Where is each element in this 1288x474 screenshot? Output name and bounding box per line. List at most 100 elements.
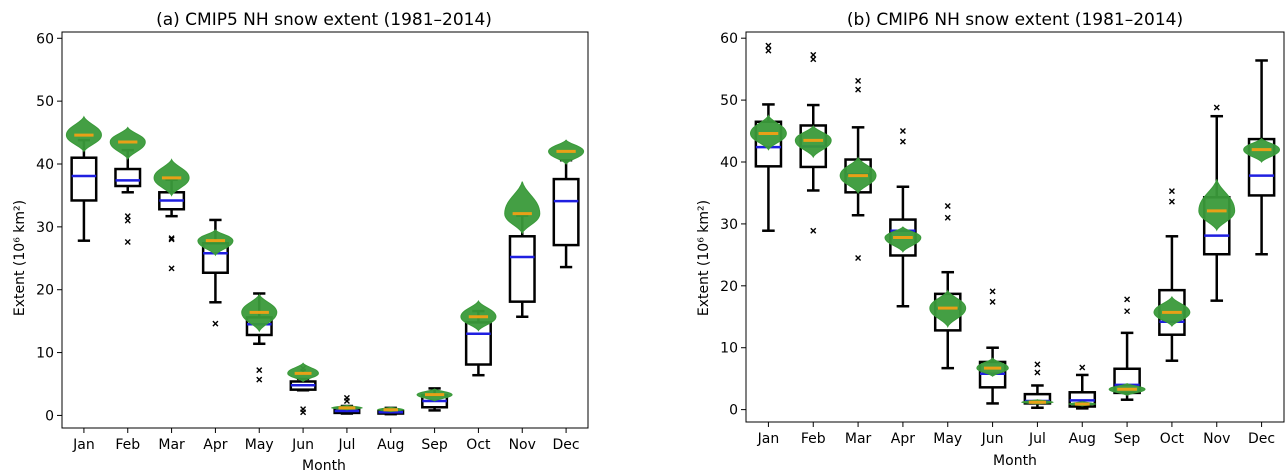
obs-violin-body bbox=[197, 229, 234, 257]
flier-marker bbox=[168, 236, 175, 243]
x-tick-label: Mar bbox=[158, 437, 185, 453]
y-axis-label: Extent (10⁶ km²) bbox=[696, 200, 712, 316]
y-tick-label: 0 bbox=[729, 403, 738, 419]
flier-marker bbox=[1034, 369, 1041, 376]
flier-stroke bbox=[810, 56, 817, 63]
flier-marker bbox=[1168, 198, 1175, 205]
flier-stroke bbox=[765, 47, 772, 54]
obs-violin-dec bbox=[1243, 137, 1281, 163]
flier-marker bbox=[765, 42, 772, 49]
box-jan bbox=[70, 138, 98, 242]
plot-frame bbox=[61, 31, 589, 429]
flier-marker bbox=[256, 367, 263, 374]
flier-marker bbox=[944, 202, 951, 209]
obs-violin-jan bbox=[749, 114, 787, 151]
x-tick-label: Dec bbox=[1248, 431, 1275, 447]
flier-stroke bbox=[1034, 369, 1041, 376]
flier-stroke bbox=[1124, 296, 1131, 303]
x-axis-label: Month bbox=[993, 453, 1037, 469]
flier-marker bbox=[212, 320, 219, 327]
x-tick-label: Apr bbox=[203, 437, 227, 453]
box-feb bbox=[114, 148, 142, 245]
flier-stroke bbox=[1168, 188, 1175, 195]
obs-violin-body bbox=[884, 226, 922, 253]
box-jul bbox=[333, 394, 361, 415]
obs-violin-sep bbox=[1108, 383, 1146, 397]
flier-stroke bbox=[1079, 364, 1086, 371]
flier-marker bbox=[256, 376, 263, 383]
obs-violin-may bbox=[929, 289, 967, 328]
x-tick-label: Jan bbox=[72, 437, 95, 453]
x-tick-label: Dec bbox=[553, 437, 580, 453]
obs-violin-nov bbox=[504, 181, 541, 235]
box-may bbox=[933, 202, 962, 370]
obs-violin-feb bbox=[109, 126, 146, 161]
flier-marker bbox=[168, 235, 175, 242]
flier-stroke bbox=[168, 236, 175, 243]
flier-marker bbox=[1124, 308, 1131, 315]
flier-stroke bbox=[1124, 308, 1131, 315]
flier-marker bbox=[944, 214, 951, 221]
obs-violin-oct bbox=[1153, 295, 1191, 328]
x-tick-label: Jul bbox=[1028, 431, 1046, 447]
x-axis-label: Month bbox=[302, 458, 346, 474]
obs-violin-dec bbox=[548, 139, 585, 165]
y-tick-label: 10 bbox=[720, 341, 738, 357]
flier-stroke bbox=[855, 86, 862, 93]
obs-violin-apr bbox=[884, 226, 922, 253]
box-jun bbox=[289, 365, 317, 416]
obs-violin-mar bbox=[153, 158, 190, 197]
obs-violin-aug bbox=[1068, 401, 1097, 407]
flier-stroke bbox=[899, 128, 906, 135]
obs-violin-feb bbox=[794, 125, 832, 159]
y-tick-label: 10 bbox=[36, 346, 54, 362]
flier-marker bbox=[765, 47, 772, 54]
flier-marker bbox=[1079, 364, 1086, 371]
box-body bbox=[508, 235, 536, 303]
obs-violin-nov bbox=[1198, 179, 1236, 232]
y-axis-label: Extent (10⁶ km²) bbox=[12, 200, 28, 316]
x-tick-label: Oct bbox=[466, 437, 491, 453]
x-tick-label: Nov bbox=[509, 437, 536, 453]
x-tick-label: Apr bbox=[891, 431, 915, 447]
obs-violin-may bbox=[241, 293, 278, 333]
y-tick-label: 50 bbox=[36, 94, 54, 110]
flier-marker bbox=[899, 128, 906, 135]
flier-marker bbox=[168, 265, 175, 272]
flier-marker bbox=[855, 254, 862, 261]
flier-stroke bbox=[256, 367, 263, 374]
chart-title: (a) CMIP5 NH snow extent (1981–2014) bbox=[156, 10, 492, 30]
flier-marker bbox=[1168, 188, 1175, 195]
flier-marker bbox=[810, 51, 817, 58]
flier-stroke bbox=[899, 138, 906, 145]
x-tick-label: Feb bbox=[801, 431, 826, 447]
x-tick-label: Feb bbox=[115, 437, 140, 453]
box-jun bbox=[978, 288, 1007, 405]
obs-violin-body bbox=[504, 181, 541, 235]
plot-frame bbox=[745, 31, 1285, 423]
flier-stroke bbox=[1168, 198, 1175, 205]
chart-title: (b) CMIP6 NH snow extent (1981–2014) bbox=[847, 10, 1183, 30]
flier-stroke bbox=[944, 214, 951, 221]
flier-stroke bbox=[212, 320, 219, 327]
flier-marker bbox=[899, 138, 906, 145]
flier-stroke bbox=[300, 409, 307, 416]
flier-stroke bbox=[124, 238, 131, 245]
x-tick-label: Jun bbox=[291, 437, 314, 453]
flier-marker bbox=[1124, 296, 1131, 303]
y-tick-label: 30 bbox=[720, 217, 738, 233]
panel-cmip6: (b) CMIP6 NH snow extent (1981–2014) Mon… bbox=[696, 10, 1285, 469]
y-tick-label: 20 bbox=[36, 283, 54, 299]
x-tick-label: Mar bbox=[845, 431, 872, 447]
flier-stroke bbox=[168, 265, 175, 272]
box-body bbox=[114, 167, 142, 188]
flier-stroke bbox=[168, 235, 175, 242]
flier-stroke bbox=[1213, 104, 1220, 111]
y-tick-label: 40 bbox=[720, 155, 738, 171]
flier-stroke bbox=[1034, 361, 1041, 368]
box-oct bbox=[1158, 188, 1186, 362]
x-tick-label: Nov bbox=[1203, 431, 1230, 447]
flier-marker bbox=[124, 238, 131, 245]
obs-violin-mar bbox=[839, 156, 877, 195]
obs-violin-aug bbox=[377, 406, 405, 413]
